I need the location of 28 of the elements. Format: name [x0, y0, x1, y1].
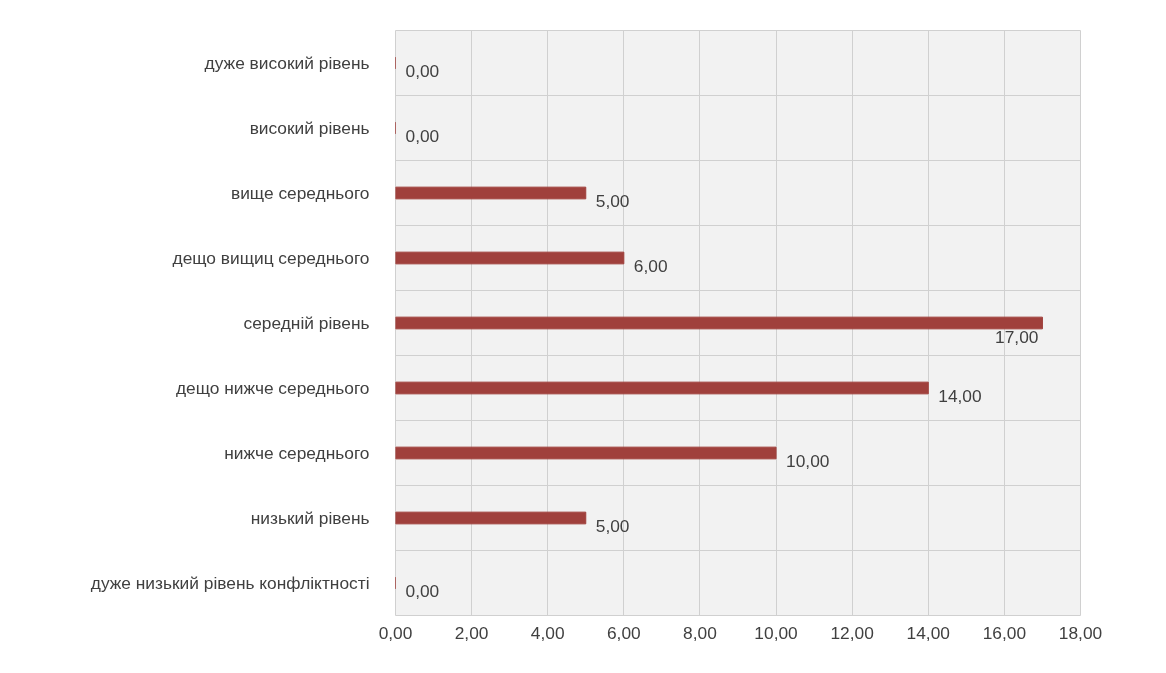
- x-tick-label: 12,00: [830, 622, 874, 643]
- x-tick-label: 6,00: [606, 622, 641, 643]
- x-tick-label: 14,00: [906, 622, 950, 643]
- x-tick-label: 8,00: [683, 622, 717, 643]
- data-label: 0,00: [405, 126, 440, 146]
- data-label: 0,00: [405, 581, 440, 601]
- y-tick-label: середній рівень: [243, 313, 370, 333]
- x-tick-label: 18,00: [1058, 622, 1103, 643]
- y-tick-label: дуже низький рівень конфліктності: [90, 573, 370, 593]
- data-label: 17,00: [995, 327, 1039, 347]
- data-label: 5,00: [595, 516, 630, 536]
- x-tick-label: 2,00: [454, 622, 489, 643]
- y-tick-label: дуже високий рівень: [204, 53, 370, 73]
- x-tick-label: 16,00: [982, 622, 1027, 643]
- data-label: 5,00: [595, 191, 630, 211]
- y-tick-label: високий рівень: [249, 118, 370, 138]
- x-tick-label: 0,00: [378, 622, 413, 643]
- x-tick-label: 4,00: [530, 622, 565, 643]
- data-label: 14,00: [938, 386, 982, 406]
- y-tick-label: нижче середнього: [224, 443, 370, 463]
- data-label: 0,00: [405, 61, 440, 81]
- y-tick-label: дещо вищиц середнього: [172, 248, 370, 268]
- y-tick-label: вище середнього: [230, 183, 370, 203]
- x-tick-label: 10,00: [754, 622, 798, 643]
- y-tick-label: низький рівень: [250, 508, 370, 528]
- data-label: 10,00: [786, 451, 830, 471]
- y-tick-label: дещо нижче середнього: [176, 378, 370, 398]
- data-label: 6,00: [633, 256, 668, 276]
